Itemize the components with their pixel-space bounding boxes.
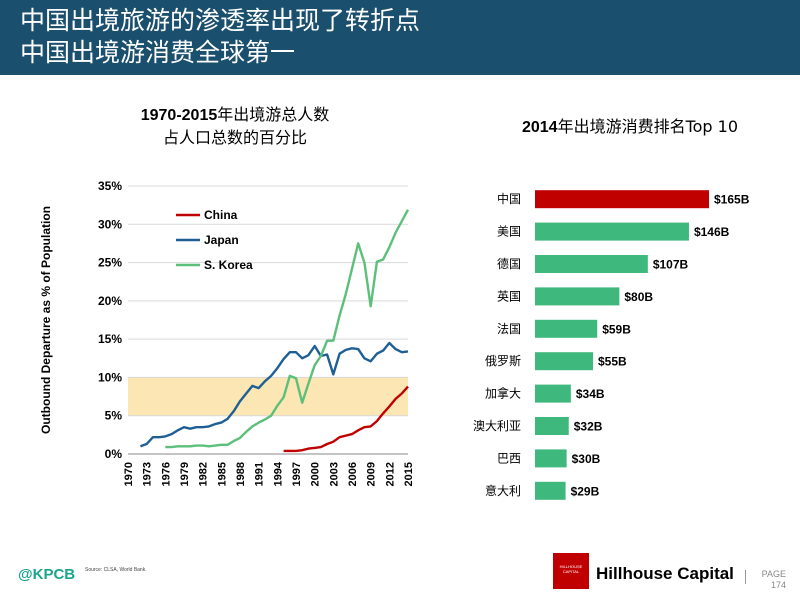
page-number: 174	[770, 580, 786, 590]
x-tick-label: 2009	[366, 462, 378, 486]
line-chart-title-text: 年出境游总人数	[217, 105, 330, 124]
y-tick-label: 0%	[105, 447, 123, 461]
bar-value-label: $59B	[602, 322, 631, 336]
shaded-band	[128, 377, 408, 416]
bar	[535, 352, 593, 371]
y-tick-label: 35%	[98, 179, 122, 193]
x-tick-label: 1982	[198, 462, 210, 486]
x-tick-label: 2012	[384, 462, 396, 486]
bar-category-label: 意大利	[485, 483, 521, 498]
bar-category-label: 澳大利亚	[473, 419, 521, 433]
korea-line	[165, 209, 410, 449]
y-tick-label: 30%	[98, 217, 122, 231]
y-tick-label: 10%	[98, 370, 122, 384]
header-title-line1: 中国出境旅游的渗透率出现了转折点	[20, 6, 421, 35]
y-axis-label: Outbound Departure as % of Population	[39, 206, 53, 434]
x-tick-label: 1973	[142, 462, 154, 486]
bar	[535, 190, 709, 209]
hillhouse-logo: HILLHOUSE CAPITAL	[553, 553, 589, 589]
bar-category-label: 巴西	[497, 451, 521, 465]
bar-chart: 中国 $165B 美国 $146B 德国 $107B 英国 $80B 法国 $59B 俄罗斯 $55B…	[473, 190, 750, 500]
legend: China Japan S. Korea	[176, 208, 253, 272]
y-tick-label: 5%	[105, 409, 123, 423]
bar-category-label: 美国	[497, 225, 521, 239]
line-chart-title: 1970-2015年出境游总人数 占人口总数的百分比	[90, 104, 380, 149]
bar-value-label: $107B	[653, 258, 689, 272]
x-tick-label: 2003	[328, 462, 340, 486]
bar-value-label: $80B	[624, 290, 653, 304]
legend-label: S. Korea	[204, 258, 253, 272]
bar	[535, 319, 598, 338]
hillhouse-logo-line2: CAPITAL	[562, 569, 580, 574]
bar-chart-title-year: 2014	[521, 119, 558, 136]
bar-category-label: 加拿大	[485, 386, 521, 401]
bar-category-label: 德国	[497, 256, 521, 271]
page-label: PAGE	[761, 569, 786, 579]
legend-label: Japan	[204, 233, 239, 247]
x-tick-label: 1976	[160, 462, 172, 486]
header-title-line2: 中国出境游消费全球第一	[20, 38, 296, 67]
bar-value-label: $146B	[694, 225, 730, 239]
kpcb-logo: @KPCB	[18, 566, 76, 583]
x-tick-label: 1994	[272, 461, 284, 486]
bar-category-label: 俄罗斯	[485, 354, 521, 368]
y-tick-label: 25%	[98, 256, 122, 270]
bar	[535, 384, 571, 403]
bar	[535, 287, 620, 306]
page-separator	[745, 570, 746, 584]
bar	[535, 417, 569, 435]
bar-category-label: 英国	[497, 289, 521, 303]
bar-chart-title-text: 年出境游消费排名Top 10	[557, 117, 739, 136]
source-note: Source: CLSA, World Bank.	[85, 567, 147, 573]
bar-category-label: 中国	[497, 191, 521, 206]
bar-value-label: $34B	[576, 387, 605, 401]
bar	[535, 255, 648, 273]
x-tick-label: 1985	[216, 462, 228, 486]
japan-line	[139, 341, 409, 448]
bar-value-label: $29B	[571, 484, 600, 498]
line-chart-title-line2: 占人口总数的百分比	[162, 128, 307, 147]
legend-label: China	[204, 208, 238, 222]
x-tick-label: 1988	[235, 462, 247, 486]
header-banner: 中国出境旅游的渗透率出现了转折点 中国出境游消费全球第一	[0, 0, 800, 75]
hillhouse-logo-line1: HILLHOUSE	[559, 564, 583, 569]
bar-chart-title: 2014年出境游消费排名Top 10	[500, 116, 760, 139]
bar-value-label: $30B	[572, 452, 601, 466]
china-line	[283, 385, 409, 453]
x-tick-label: 1997	[291, 462, 303, 486]
x-tick-label: 2006	[347, 462, 359, 486]
page-indicator: PAGE 174	[752, 569, 786, 591]
bar	[535, 481, 566, 500]
bar-value-label: $55B	[598, 355, 627, 369]
line-chart-title-years: 1970-2015	[140, 107, 218, 124]
x-tick-label: 1979	[179, 462, 191, 486]
x-tick-label: 2000	[310, 462, 322, 486]
x-tick-label: 2015	[403, 462, 415, 486]
bar-category-label: 法国	[497, 322, 521, 336]
bar	[535, 449, 567, 468]
hillhouse-name: Hillhouse Capital	[596, 564, 734, 583]
y-tick-label: 15%	[98, 332, 122, 346]
line-chart: 0% 5% 10% 15% 20% 25% 30% 35% 1970 1973 1976 1979 19…	[39, 179, 415, 486]
bar	[535, 222, 689, 241]
y-tick-label: 20%	[98, 294, 122, 308]
bar-value-label: $32B	[574, 420, 603, 434]
bar-value-label: $165B	[714, 193, 750, 207]
x-tick-label: 1991	[254, 462, 266, 486]
x-tick-label: 1970	[123, 462, 135, 486]
